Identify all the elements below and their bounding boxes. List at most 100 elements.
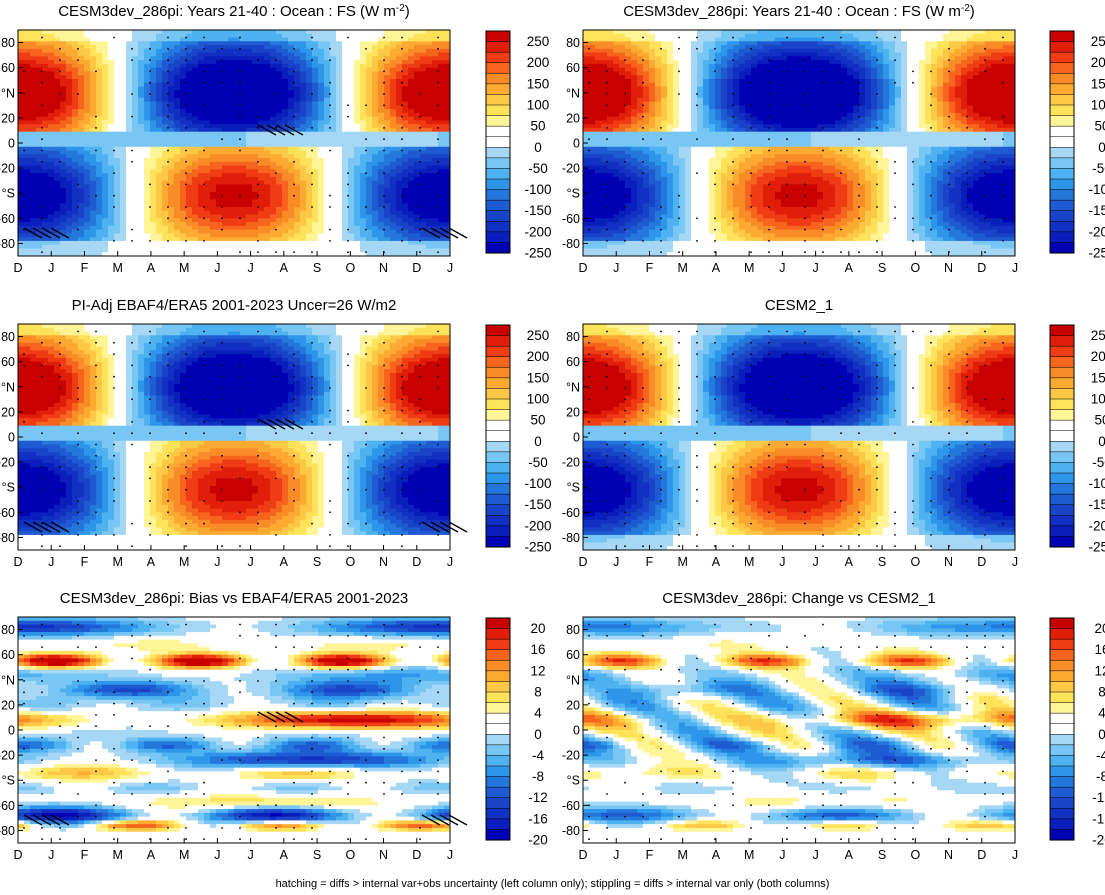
heat-cell (108, 101, 115, 106)
heat-cell (222, 116, 229, 121)
heat-cell (72, 248, 79, 253)
heat-cell (432, 139, 439, 144)
heat-cell (114, 173, 121, 178)
heat-cell (294, 154, 301, 159)
heat-cell (168, 120, 175, 125)
heat-cell (390, 131, 397, 136)
heat-cell (84, 112, 91, 118)
heat-cell (36, 78, 43, 84)
heat-cell (348, 139, 355, 144)
heat-cell (414, 240, 421, 246)
heat-cell (402, 75, 409, 80)
heat-cell (114, 176, 121, 182)
heat-cell (90, 139, 97, 144)
heat-cell (258, 173, 265, 178)
heat-cell (354, 180, 361, 185)
heat-cell (156, 75, 163, 80)
heat-cell (378, 252, 385, 257)
heat-cell (36, 203, 43, 208)
heat-cell (408, 158, 415, 163)
heat-cell (138, 41, 145, 46)
heat-cell (330, 63, 337, 69)
heat-cell (30, 222, 37, 227)
heat-cell (264, 195, 271, 200)
heat-cell (96, 248, 103, 253)
heat-cell (36, 180, 43, 185)
heat-cell (234, 222, 241, 227)
heat-cell (36, 82, 43, 87)
heat-cell (138, 78, 145, 84)
heat-cell (264, 176, 271, 182)
heat-cell (162, 48, 169, 53)
heat-cell (378, 45, 385, 50)
stipple-dot (347, 240, 349, 242)
heat-cell (108, 30, 115, 35)
heat-cell (396, 33, 403, 38)
heat-cell (162, 112, 169, 118)
heat-cell (210, 210, 217, 215)
heat-cell (979, 30, 986, 35)
heat-cell (300, 180, 307, 185)
heat-cell (222, 248, 229, 253)
stipple-dot (239, 217, 241, 220)
heat-cell (438, 161, 445, 166)
heat-cell (240, 33, 247, 38)
heat-cell (288, 78, 295, 84)
heat-cell (330, 60, 337, 65)
heat-cell (354, 112, 361, 118)
heat-cell (348, 71, 355, 76)
heat-cell (156, 210, 163, 215)
heat-cell (192, 143, 199, 148)
heat-cell (402, 112, 409, 118)
heat-cell (252, 90, 259, 95)
heat-cell (222, 173, 229, 178)
heat-cell (408, 244, 415, 249)
heat-cell (156, 218, 163, 223)
stipple-dot (437, 70, 439, 73)
heat-cell (36, 214, 43, 219)
heat-cell (186, 184, 193, 189)
heat-cell (336, 158, 343, 163)
heat-cell (390, 71, 397, 76)
heat-cell (156, 37, 163, 42)
heat-cell (120, 188, 127, 193)
heat-cell (408, 120, 415, 125)
heat-cell (390, 176, 397, 182)
heat-cell (420, 180, 427, 185)
heat-cell (192, 161, 199, 166)
colorbar-box (485, 115, 511, 127)
heat-cell (661, 33, 668, 38)
heat-cell (336, 154, 343, 159)
heat-cell (306, 143, 313, 148)
heat-cell (264, 229, 271, 234)
heat-cell (186, 143, 193, 148)
heat-cell (132, 161, 139, 166)
heat-cell (258, 150, 265, 155)
heat-cell (222, 124, 229, 129)
heat-cell (72, 71, 79, 76)
heat-cell (60, 139, 67, 144)
heat-cell (426, 180, 433, 185)
x-tick-label: M (179, 261, 189, 275)
stipple-dot (41, 206, 43, 208)
heat-cell (408, 48, 415, 53)
heat-cell (78, 218, 85, 223)
heat-cell (342, 184, 349, 189)
heat-cell (96, 150, 103, 155)
heat-cell (300, 233, 307, 238)
heat-cell (276, 244, 283, 249)
heat-cell (390, 120, 397, 125)
heat-cell (204, 78, 211, 84)
heat-cell (631, 45, 638, 50)
heat-cell (72, 195, 79, 200)
heat-cell (384, 146, 391, 151)
heat-cell (348, 109, 355, 114)
heat-cell (84, 214, 91, 219)
heat-cell (294, 180, 301, 185)
heat-cell (204, 169, 211, 174)
heat-cell (324, 229, 331, 234)
heat-cell (24, 75, 31, 80)
heat-cell (198, 48, 205, 53)
heat-cell (312, 188, 319, 193)
heat-cell (360, 173, 367, 178)
